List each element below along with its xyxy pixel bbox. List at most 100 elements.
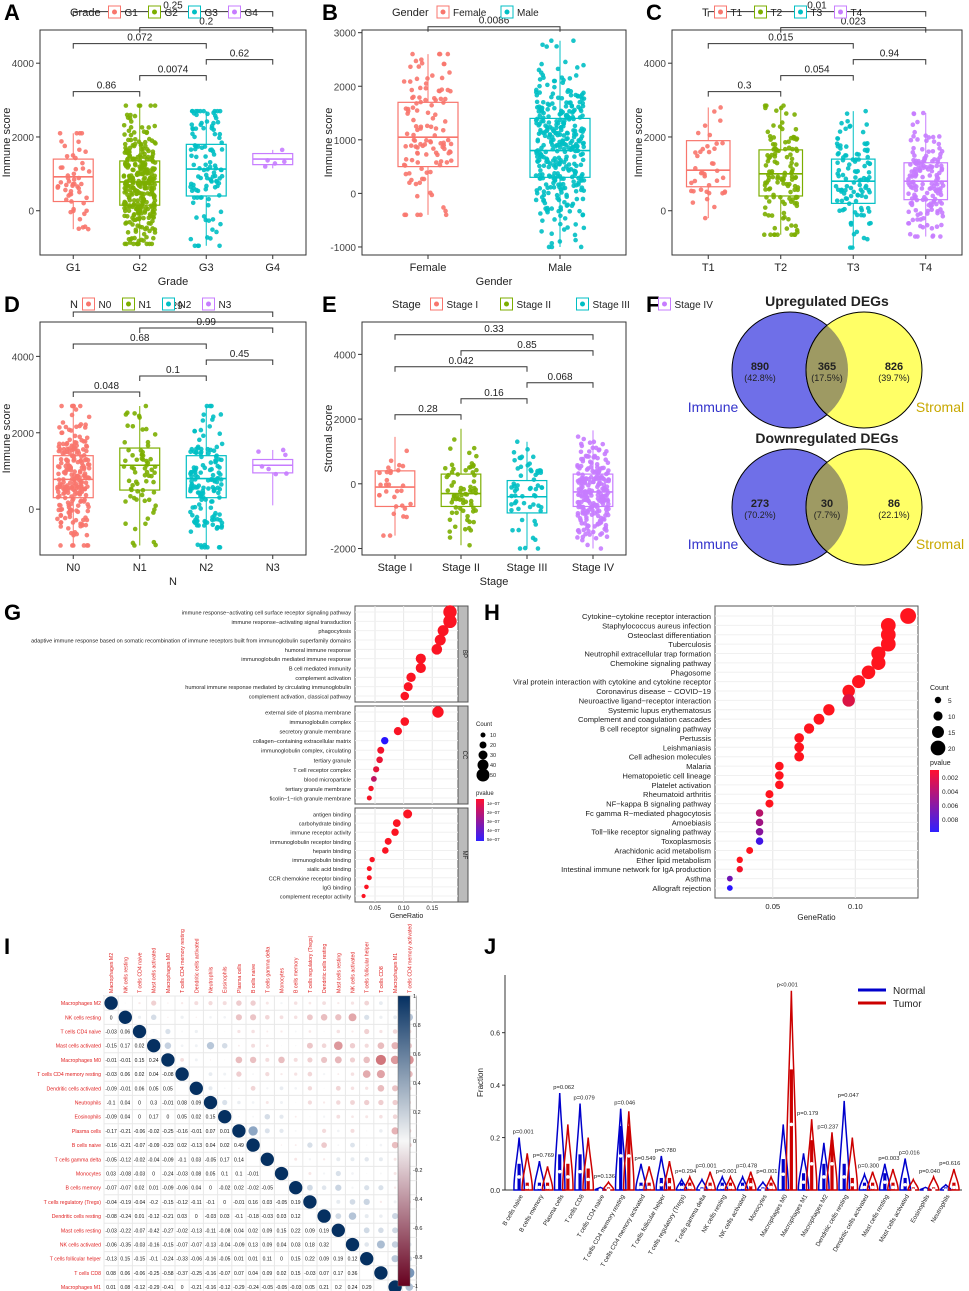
data-point (57, 481, 63, 487)
col-label: T cells CD4 memory resting (180, 929, 186, 993)
data-point (125, 423, 130, 429)
data-point (403, 144, 408, 149)
corr-value: -0.01 (191, 1129, 203, 1135)
data-point (206, 486, 211, 491)
data-point (209, 403, 214, 409)
data-point (584, 515, 589, 520)
data-point (207, 424, 213, 429)
corr-circle (322, 1001, 326, 1005)
size-legend-dot (476, 768, 490, 782)
data-point (865, 205, 871, 211)
data-point (423, 97, 428, 103)
data-point (837, 129, 843, 134)
data-point (128, 119, 134, 124)
corr-value: -0.58 (162, 1271, 174, 1277)
x-tick-label: T cells regulatory (Tregs) (647, 1194, 687, 1257)
corr-value: -0.23 (162, 1143, 174, 1149)
corr-value: -0.02 (247, 1186, 259, 1192)
data-point (786, 139, 791, 144)
y-tick-label: 2000 (644, 133, 667, 144)
row-label: T cells follicular helper (50, 1257, 101, 1263)
diag-circle (274, 1166, 289, 1181)
data-point (128, 112, 133, 118)
legend-dot (504, 301, 509, 307)
comparison-bracket (139, 327, 274, 334)
corr-value: 0.15 (206, 1115, 216, 1121)
data-point (64, 182, 69, 188)
data-point (132, 470, 138, 475)
violin-tumor-median (870, 1185, 875, 1190)
data-point (545, 107, 550, 112)
data-point (415, 151, 420, 156)
data-point (63, 187, 68, 193)
corr-circle (363, 1227, 370, 1234)
kegg-term-label: Ether lipid metabolism (636, 856, 711, 865)
corr-circle (307, 1057, 313, 1063)
kegg-dot (775, 780, 784, 790)
venn-right-count: 86 (888, 498, 900, 510)
venn-label-stromal: Stromal (916, 536, 964, 552)
colorbar-label: -0.6 (413, 1226, 422, 1232)
data-point (554, 122, 559, 128)
data-point (933, 181, 938, 186)
data-point (763, 187, 768, 192)
data-point (465, 513, 470, 519)
data-point (906, 191, 911, 197)
corr-circle (252, 1073, 255, 1076)
diag-circle (303, 1195, 317, 1209)
data-point (866, 170, 872, 175)
corr-circle (251, 1043, 256, 1048)
colorbar-label: 0.2 (413, 1110, 421, 1116)
corr-circle (321, 1056, 328, 1063)
violin-normal-median (557, 1169, 562, 1174)
violin-normal-median (578, 1169, 582, 1174)
kegg-term-label: Toll−like receptor signaling pathway (591, 828, 711, 837)
data-point (535, 470, 540, 476)
corr-value: 0.04 (120, 1115, 130, 1121)
data-point (789, 223, 794, 228)
diag-circle (289, 1181, 303, 1195)
data-point (586, 449, 592, 454)
corr-circle (309, 1130, 311, 1132)
go-term-label: T cell receptor complex (293, 768, 351, 774)
data-point (56, 471, 61, 477)
corr-circle (293, 1015, 298, 1020)
data-point (926, 149, 931, 154)
data-point (775, 180, 780, 185)
data-point (533, 486, 539, 492)
corr-circle (251, 1029, 255, 1034)
data-point (218, 221, 223, 227)
data-point (205, 202, 211, 208)
row-label: Macrophages M1 (61, 1285, 101, 1291)
data-point (842, 206, 847, 212)
data-point (140, 427, 145, 432)
venn-left-pct: (70.2%) (744, 510, 776, 520)
go-term-label: phagocytosis (318, 629, 351, 635)
data-point (423, 81, 429, 86)
data-point (128, 183, 133, 189)
data-point (55, 185, 61, 190)
corr-circle (335, 1213, 342, 1220)
data-point (214, 229, 219, 235)
data-point (925, 208, 931, 214)
data-point (152, 207, 157, 213)
data-point (795, 229, 800, 235)
comparison-pvalue: 0.072 (127, 33, 152, 44)
row-label: Eosinophils (74, 1115, 101, 1121)
data-point (219, 457, 224, 463)
corr-value: -0.04 (148, 1157, 160, 1163)
data-point (854, 151, 860, 157)
data-point (783, 111, 789, 116)
x-tick-label: 0.10 (848, 902, 863, 911)
corr-value: 0.12 (291, 1214, 301, 1220)
data-point (924, 190, 930, 196)
data-point (402, 506, 408, 511)
corr-value: 0 (181, 1285, 184, 1291)
violin-normal-median (883, 1180, 887, 1184)
data-point (217, 243, 222, 249)
corr-value: -0.15 (162, 1200, 174, 1206)
data-point (579, 499, 584, 505)
colorbar-label: 1 (413, 994, 416, 1000)
data-point (126, 478, 132, 484)
data-point (199, 145, 205, 151)
